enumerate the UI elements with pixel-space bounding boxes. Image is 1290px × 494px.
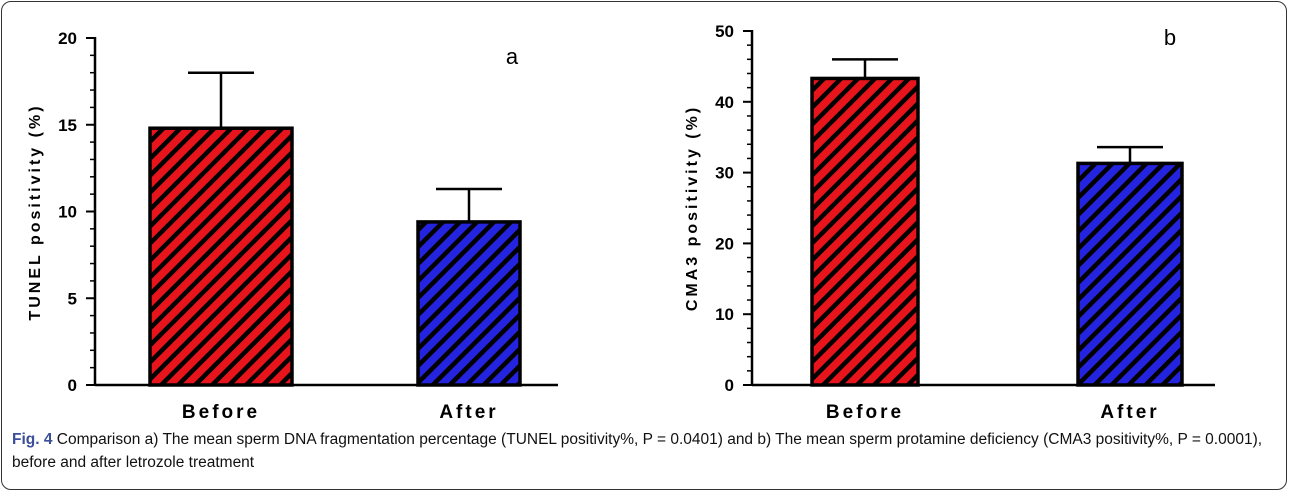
bar-before (148, 126, 294, 387)
x-tick-label-before: Before (182, 402, 260, 423)
bar-before (810, 76, 920, 387)
panel-letter: b (1164, 25, 1176, 50)
y-tick-label: 10 (58, 203, 77, 222)
figure-label: Fig. 4 (12, 431, 53, 448)
y-tick-label: 20 (715, 234, 734, 253)
chart-panel-b: 0 10 20 30 40 50 Before After CMA3 positivity (%… (684, 22, 1215, 423)
caption-text: Comparison a) The mean sperm DNA fragmen… (12, 431, 1263, 471)
x-tick-label-after: After (1100, 402, 1159, 423)
x-tick-label-before: Before (826, 402, 904, 423)
figure-caption: Fig. 4 Comparison a) The mean sperm DNA … (12, 428, 1278, 474)
y-tick-label: 20 (58, 29, 77, 48)
chart-panel-a: 0 5 10 15 20 Before After TUNEL positivity (%) a (27, 29, 558, 423)
y-axis-label: CMA3 positivity (%) (684, 105, 701, 311)
bar-after (1076, 161, 1184, 387)
y-tick-label: 15 (58, 116, 77, 135)
y-tick-label: 50 (715, 22, 734, 41)
y-tick-label: 0 (725, 376, 734, 395)
y-axis-label: TUNEL positivity (%) (27, 103, 44, 320)
y-tick-label: 10 (715, 305, 734, 324)
y-tick-label: 0 (68, 376, 77, 395)
panel-letter: a (506, 44, 519, 69)
y-tick-label: 40 (715, 93, 734, 112)
y-tick-label: 5 (68, 289, 77, 308)
x-tick-label-after: After (439, 402, 498, 423)
y-tick-label: 30 (715, 164, 734, 183)
